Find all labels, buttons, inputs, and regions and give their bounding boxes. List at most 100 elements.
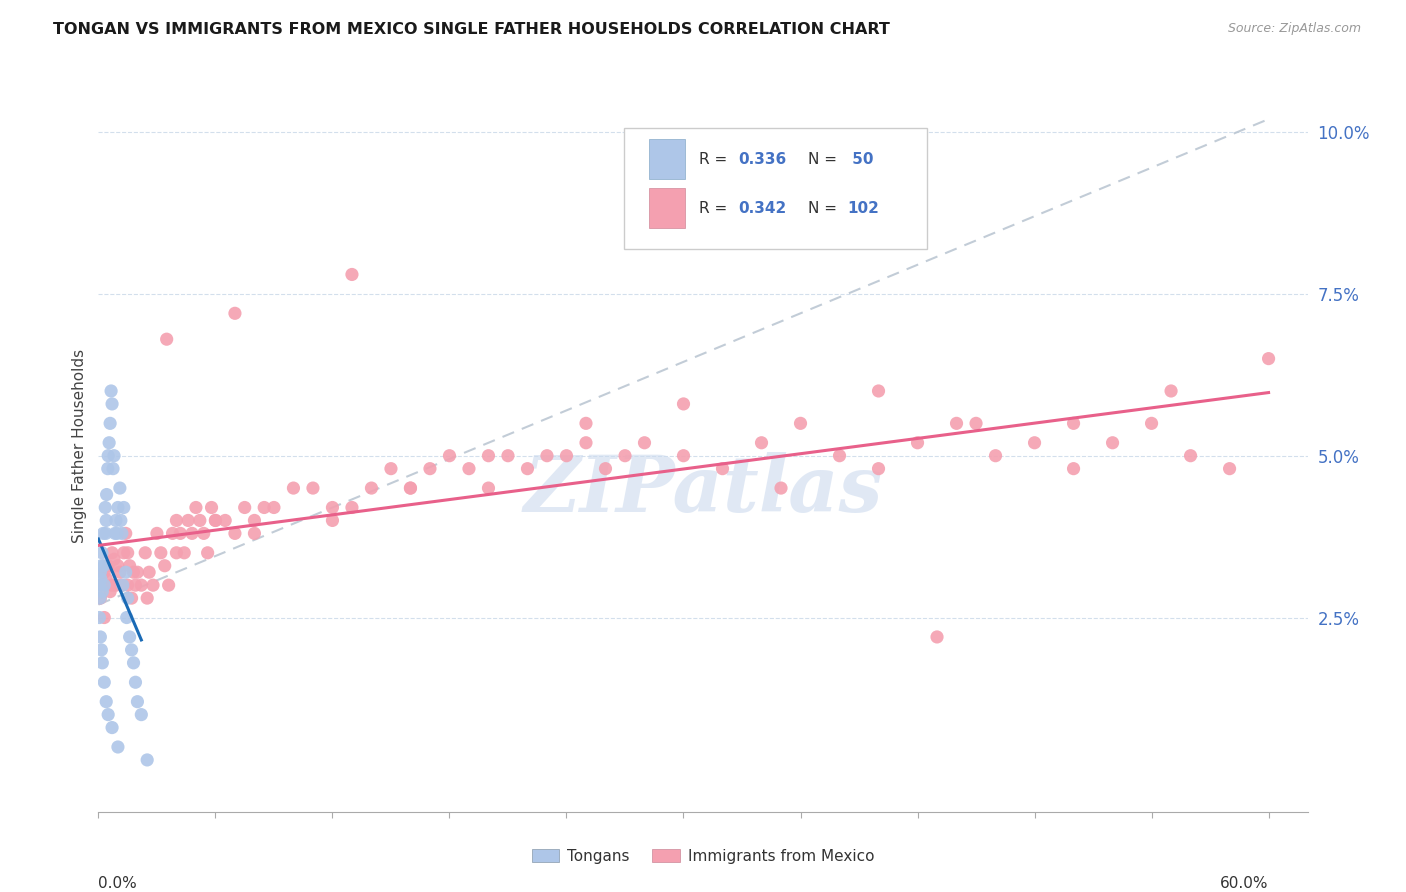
Point [214, 513, 236, 527]
FancyBboxPatch shape [624, 128, 927, 249]
Point [177, 513, 200, 527]
Bar [648, 188, 685, 228]
Point [117, 546, 139, 560]
Point [399, 481, 422, 495]
Point [1257, 351, 1279, 366]
Bar [648, 139, 685, 179]
Point [360, 481, 382, 495]
Point [96, 487, 118, 501]
Point [965, 417, 987, 431]
Point [108, 566, 131, 580]
Point [253, 500, 276, 515]
Point [224, 306, 246, 320]
Point [868, 461, 890, 475]
Point [94, 526, 117, 541]
Point [111, 578, 134, 592]
Point [173, 546, 195, 560]
Point [751, 435, 773, 450]
Point [925, 630, 948, 644]
Point [96, 572, 118, 586]
Point [131, 578, 153, 592]
Point [439, 449, 461, 463]
Point [146, 526, 169, 541]
Point [127, 566, 149, 580]
Text: TONGAN VS IMMIGRANTS FROM MEXICO SINGLE FATHER HOUSEHOLDS CORRELATION CHART: TONGAN VS IMMIGRANTS FROM MEXICO SINGLE … [53, 22, 890, 37]
Point [91, 656, 114, 670]
Point [108, 481, 131, 495]
Text: 0.336: 0.336 [738, 152, 786, 167]
Point [614, 449, 637, 463]
Point [117, 591, 139, 606]
Point [165, 513, 187, 527]
Point [984, 449, 1007, 463]
Point [1063, 417, 1085, 431]
Point [107, 500, 129, 515]
Text: N =: N = [808, 152, 842, 167]
Point [536, 449, 558, 463]
Point [1024, 435, 1046, 450]
Point [121, 591, 143, 606]
Point [101, 721, 124, 735]
Point [1101, 435, 1123, 450]
Point [340, 268, 363, 282]
Text: R =: R = [699, 201, 733, 216]
Point [98, 584, 121, 599]
Point [111, 578, 134, 592]
Point [89, 591, 111, 606]
Point [97, 449, 120, 463]
Point [93, 610, 115, 624]
Point [477, 449, 499, 463]
Point [204, 513, 226, 527]
Point [153, 558, 176, 573]
Point [419, 461, 441, 475]
Point [138, 566, 160, 580]
Point [127, 695, 149, 709]
Point [89, 630, 111, 644]
Point [111, 526, 134, 541]
Point [91, 584, 114, 599]
Point [945, 417, 967, 431]
Point [107, 558, 129, 573]
Point [302, 481, 325, 495]
Point [124, 578, 146, 592]
Point [100, 384, 122, 398]
Point [97, 707, 120, 722]
Point [94, 500, 117, 515]
Point [868, 384, 890, 398]
Point [90, 572, 112, 586]
Point [321, 500, 343, 515]
Point [101, 546, 124, 560]
Point [89, 591, 111, 606]
Point [496, 449, 519, 463]
Point [157, 578, 180, 592]
Point [555, 449, 578, 463]
Point [1219, 461, 1241, 475]
Point [672, 397, 695, 411]
Point [672, 449, 695, 463]
Point [91, 578, 114, 592]
Text: 60.0%: 60.0% [1220, 877, 1268, 891]
Point [340, 500, 363, 515]
Point [233, 500, 256, 515]
Point [263, 500, 285, 515]
Point [575, 435, 598, 450]
Point [112, 546, 135, 560]
Point [98, 435, 121, 450]
Point [98, 417, 121, 431]
Point [907, 435, 929, 450]
Point [711, 461, 734, 475]
Point [124, 675, 146, 690]
Point [122, 656, 145, 670]
Text: 102: 102 [846, 201, 879, 216]
Point [243, 513, 266, 527]
Point [114, 566, 136, 580]
Point [107, 739, 129, 754]
Point [165, 546, 187, 560]
Point [1063, 461, 1085, 475]
Point [204, 513, 226, 527]
Point [633, 435, 655, 450]
Point [89, 578, 111, 592]
Point [595, 461, 617, 475]
Point [122, 566, 145, 580]
Point [828, 449, 851, 463]
